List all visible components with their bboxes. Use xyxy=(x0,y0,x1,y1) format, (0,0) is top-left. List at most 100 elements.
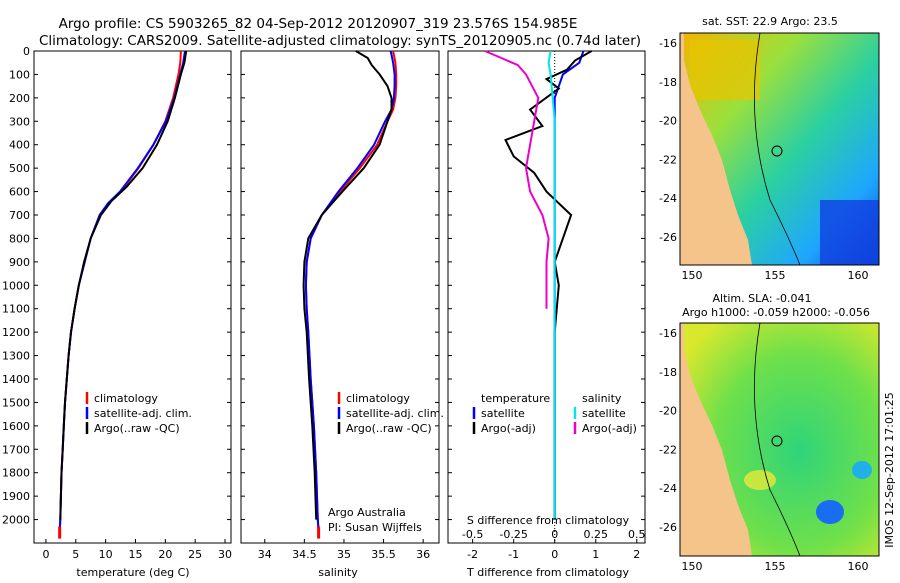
map-sst xyxy=(680,33,879,265)
y-tick-label: 0 xyxy=(23,45,30,58)
y-tick-label: 1000 xyxy=(2,279,30,292)
map-y-tick-label: -20 xyxy=(659,405,677,418)
map-sla-low-patch xyxy=(852,461,872,479)
y-tick-label: 900 xyxy=(9,256,30,269)
y-tick-label: 100 xyxy=(9,68,30,81)
salinity-xlabel: salinity xyxy=(318,566,358,579)
map-sla-high-patch xyxy=(744,470,776,490)
map-sla-argo-marker xyxy=(771,435,783,447)
difference-xlabel: T difference from climatology xyxy=(466,566,629,579)
x-tick-label: 25 xyxy=(188,548,202,561)
x-tick-label: 2 xyxy=(633,548,640,561)
x-tick-label: 35 xyxy=(337,548,351,561)
difference-legend: temperature salinity satellite Argo(-adj… xyxy=(472,392,637,435)
map-y-tick-label: -20 xyxy=(659,115,677,128)
header-line1: Argo profile: CS 5903265_82 04-Sep-2012 … xyxy=(59,16,578,32)
map-sst-warm-patch xyxy=(690,40,760,100)
legend-label: satellite xyxy=(582,407,626,420)
x-tick-label: -1 xyxy=(508,548,519,561)
map-y-tick-label: -24 xyxy=(659,192,677,205)
x-tick-label: 34.5 xyxy=(292,548,317,561)
x2-tick-label: 0.25 xyxy=(584,528,609,541)
map-x-tick-label: 155 xyxy=(765,560,786,573)
map-sst-land xyxy=(680,33,752,265)
x-tick-label: 0 xyxy=(42,548,49,561)
map-y-tick-label: -26 xyxy=(659,521,677,534)
series-line-s-satellite xyxy=(547,50,556,520)
y-tick-label: 700 xyxy=(9,209,30,222)
legend-label: satellite xyxy=(481,407,525,420)
series-line-argo-raw-qc- xyxy=(59,50,188,520)
temperature-xlabel: temperature (deg C) xyxy=(76,566,189,579)
series-line-s-argo-adj- xyxy=(484,50,550,309)
map-sla-title2: Argo h1000: -0.059 h2000: -0.056 xyxy=(682,306,870,319)
y-tick-label: 800 xyxy=(9,232,30,245)
map-y-tick-label: -18 xyxy=(659,366,677,379)
x-tick-label: -2 xyxy=(467,548,478,561)
y-tick-label: 2000 xyxy=(2,514,30,527)
map-y-tick-label: -26 xyxy=(659,231,677,244)
map-y-tick-label: -22 xyxy=(659,153,677,166)
bottom-marker xyxy=(58,526,62,539)
x-tick-label: 20 xyxy=(158,548,172,561)
map-x-tick-label: 155 xyxy=(765,269,786,282)
map-sst-frame xyxy=(679,32,880,266)
legend-label: climatology xyxy=(346,392,410,405)
legend-label: satellite-adj. clim. xyxy=(94,407,192,420)
map-sst-contour xyxy=(753,33,801,265)
map-sla-contour xyxy=(753,323,801,556)
map-x-tick-label: 160 xyxy=(848,269,869,282)
x-tick-label: 34 xyxy=(258,548,272,561)
y-tick-label: 300 xyxy=(9,115,30,128)
series-line-argo-raw-qc- xyxy=(302,50,393,520)
x-tick-label: 10 xyxy=(99,548,113,561)
x2-tick-label: 0.5 xyxy=(628,528,646,541)
legend-label: climatology xyxy=(94,392,158,405)
legend-label: Argo(..raw -QC) xyxy=(346,422,432,435)
x2-tick-label: 0 xyxy=(551,528,558,541)
annotation-line2: PI: Susan Wijffels xyxy=(328,521,422,534)
y-tick-label: 1800 xyxy=(2,467,30,480)
y-tick-label: 1100 xyxy=(2,303,30,316)
map-sla-land xyxy=(680,323,752,556)
x2-tick-label: -0.25 xyxy=(499,528,527,541)
y-tick-label: 500 xyxy=(9,162,30,175)
map-x-tick-label: 150 xyxy=(682,269,703,282)
x-tick-label: 5 xyxy=(72,548,79,561)
x-tick-label: 36 xyxy=(416,548,430,561)
legend-label: satellite-adj. clim. xyxy=(346,407,444,420)
map-y-tick-label: -24 xyxy=(659,482,677,495)
map-y-tick-label: -16 xyxy=(659,37,677,50)
temperature-legend: climatology satellite-adj. clim. Argo(..… xyxy=(85,392,192,435)
y-tick-label: 1600 xyxy=(2,420,30,433)
series-line-t-argo-adj- xyxy=(504,50,593,520)
y-tick-label: 600 xyxy=(9,186,30,199)
legend-header-temperature: temperature xyxy=(481,392,550,405)
side-timestamp: IMOS 12-Sep-2012 17:01:25 xyxy=(883,392,896,547)
y-tick-label: 200 xyxy=(9,92,30,105)
y-tick-label: 1900 xyxy=(2,490,30,503)
y-tick-label: 400 xyxy=(9,139,30,152)
salinity-axes xyxy=(240,50,440,544)
map-sst-title: sat. SST: 22.9 Argo: 23.5 xyxy=(702,15,838,28)
salinity-legend: climatology satellite-adj. clim. Argo(..… xyxy=(328,392,444,534)
map-sst-argo-marker xyxy=(771,145,783,157)
map-y-tick-label: -16 xyxy=(659,327,677,340)
map-sla-frame xyxy=(679,322,880,557)
x-tick-label: 30 xyxy=(218,548,232,561)
map-y-tick-label: -22 xyxy=(659,443,677,456)
map-sla xyxy=(680,323,879,556)
difference-xlabel2: S difference from climatology xyxy=(467,514,630,527)
temperature-axes xyxy=(33,50,232,544)
x-tick-label: 0 xyxy=(551,548,558,561)
x-tick-label: 15 xyxy=(128,548,142,561)
series-layer xyxy=(58,50,593,543)
x2-tick-label: -0.5 xyxy=(462,528,483,541)
map-sst-cold-patch xyxy=(820,200,879,265)
map-x-tick-label: 150 xyxy=(682,560,703,573)
legend-label: Argo(-adj) xyxy=(481,422,536,435)
map-sla-low-patch xyxy=(816,500,844,524)
y-tick-label: 1400 xyxy=(2,373,30,386)
header-line2: Climatology: CARS2009. Satellite-adjuste… xyxy=(39,33,641,49)
